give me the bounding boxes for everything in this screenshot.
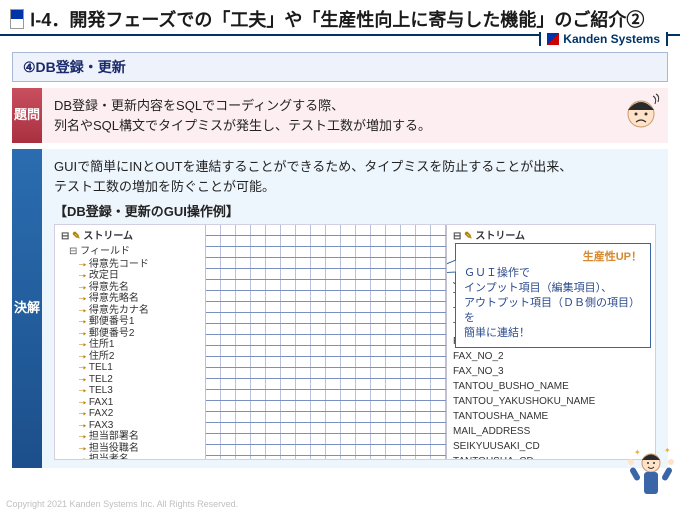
- brand-badge: Kanden Systems: [539, 32, 668, 46]
- tree-item: TEL2: [79, 374, 201, 386]
- callout-pointer-icon: [447, 256, 456, 276]
- tree-item: FAX_NO_2: [453, 349, 651, 364]
- solve-body: GUIで簡単にINとOUTを連結することができるため、タイプミスを防止することが…: [42, 149, 668, 468]
- tree-item: 得意先カナ名: [79, 305, 201, 317]
- tree-item: 住所2: [79, 351, 201, 363]
- page-title: Ⅰ-4．開発フェーズでの「工夫」や「生産性向上に寄与した機能」のご紹介②: [30, 6, 644, 32]
- flag-icon: [10, 9, 24, 29]
- problem-row: 問 題 DB登録・更新内容をSQLでコーディングする際、 列名やSQL構文でタイ…: [12, 88, 668, 143]
- brand-text: Kanden Systems: [563, 32, 660, 46]
- problem-body: DB登録・更新内容をSQLでコーディングする際、 列名やSQL構文でタイプミスが…: [42, 88, 668, 143]
- tree-item: MAIL_ADDRESS: [453, 424, 651, 439]
- tree-item: TEL1: [79, 362, 201, 374]
- tree-item: 得意先名: [79, 282, 201, 294]
- tree-item: 担当部署名: [79, 431, 201, 443]
- tree-item: 郵便番号2: [79, 328, 201, 340]
- tree-root-right: ✎ ストリーム: [453, 229, 651, 244]
- tree-item: 住所1: [79, 339, 201, 351]
- worried-face-icon: [620, 90, 662, 132]
- tree-root-left: ✎ ストリーム: [61, 229, 201, 244]
- tree-item: TANTOU_BUSHO_NAME: [453, 379, 651, 394]
- tree-item: 改定日: [79, 270, 201, 282]
- tree-item: SEIKYUUSAKI_CD: [453, 439, 651, 454]
- page-header: Ⅰ-4．開発フェーズでの「工夫」や「生産性向上に寄与した機能」のご紹介② Kan…: [0, 0, 680, 36]
- gui-example-title: 【DB登録・更新のGUI操作例】: [54, 202, 656, 222]
- tree-item: FAX_NO_3: [453, 364, 651, 379]
- tree-item: 得意先略名: [79, 293, 201, 305]
- tree-item: 担当役職名: [79, 443, 201, 455]
- tree-item: TEL3: [79, 385, 201, 397]
- solve-tag: 解 決: [12, 149, 42, 468]
- tree-item: TANTOUSHA_CD: [453, 454, 651, 459]
- tree-folder-left: フィールド: [69, 244, 201, 259]
- solve-row: 解 決 GUIで簡単にINとOUTを連結することができるため、タイプミスを防止す…: [12, 149, 668, 468]
- section-heading: ④DB登録・更新: [12, 52, 668, 82]
- brand-icon: [547, 33, 559, 45]
- callout-box: 生産性UP！ ＧＵＩ操作で インプット項目（編集項目）、 アウトプット項目（ＤＢ…: [455, 243, 651, 348]
- right-tree: ✎ ストリーム フィールド JIJUSHO_2JIJUSHO_3TEL_NO_1…: [447, 225, 655, 459]
- mapping-grid: [205, 225, 447, 459]
- copyright: Copyright 2021 Kanden Systems Inc. All R…: [6, 499, 238, 509]
- left-tree: ✎ ストリーム フィールド 得意先コード改定日得意先名得意先略名得意先カナ名郵便…: [55, 225, 205, 459]
- tree-item: FAX1: [79, 397, 201, 409]
- left-field-list: 得意先コード改定日得意先名得意先略名得意先カナ名郵便番号1郵便番号2住所1住所2…: [79, 259, 201, 459]
- svg-text:✦: ✦: [634, 448, 641, 457]
- tree-item: 郵便番号1: [79, 316, 201, 328]
- tree-item: 担当者名: [79, 454, 201, 459]
- tree-item: TANTOU_YAKUSHOKU_NAME: [453, 394, 651, 409]
- problem-tag: 問 題: [12, 88, 42, 143]
- tree-item: 得意先コード: [79, 259, 201, 271]
- tree-item: FAX2: [79, 408, 201, 420]
- tree-item: FAX3: [79, 420, 201, 432]
- svg-text:✦: ✦: [664, 447, 671, 455]
- celebrate-person-icon: ✦ ✦: [626, 447, 676, 507]
- tree-item: TANTOUSHA_NAME: [453, 409, 651, 424]
- gui-example: ✎ ストリーム フィールド 得意先コード改定日得意先名得意先略名得意先カナ名郵便…: [54, 224, 656, 460]
- productivity-up: 生産性UP！: [464, 250, 642, 265]
